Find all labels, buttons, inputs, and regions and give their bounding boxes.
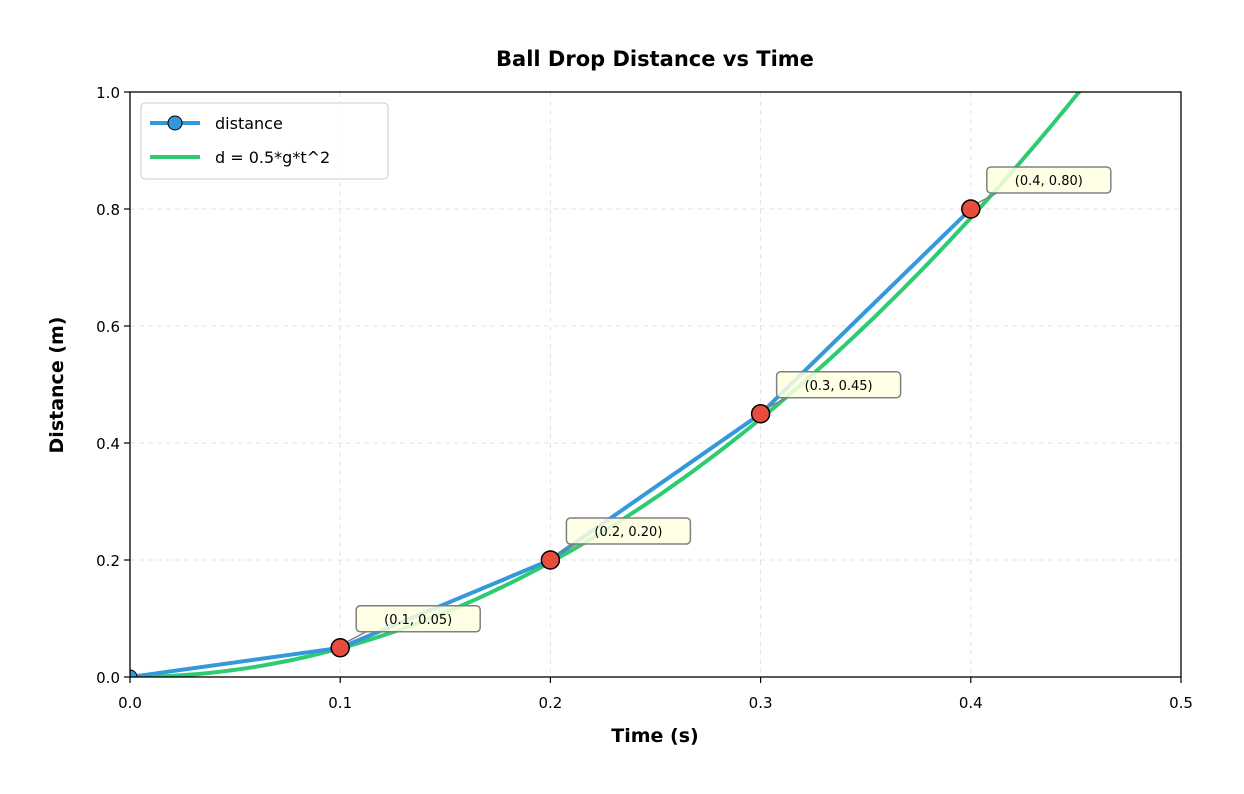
legend-distance-label: distance <box>215 114 283 133</box>
distance-point <box>130 669 138 677</box>
annotation-box <box>775 371 902 399</box>
annotation-arrow <box>765 397 787 410</box>
x-axis: 0.0 0.1 0.2 0.3 0.4 0.5 <box>118 677 1193 712</box>
y-tick-label: 0.0 <box>96 669 120 687</box>
annotation-arrow <box>975 192 998 205</box>
x-tick-label: 0.4 <box>959 694 983 712</box>
chart-title: Ball Drop Distance vs Time <box>496 47 814 71</box>
highlight-point <box>961 199 981 219</box>
y-axis-label: Distance (m) <box>46 317 68 454</box>
annotation: (0.1, 0.05) <box>330 605 481 658</box>
annotation-arrow <box>344 631 367 644</box>
annotation: (0.4, 0.80) <box>961 166 1112 219</box>
annotation-label: (0.4, 0.80) <box>1015 174 1083 189</box>
y-tick-label: 1.0 <box>96 84 120 102</box>
annotation-box <box>355 605 481 633</box>
highlight-point <box>330 638 350 658</box>
annotation-arrow <box>555 543 577 556</box>
annotation-box <box>565 517 692 545</box>
annotation: (0.3, 0.45) <box>750 371 902 424</box>
y-tick-label: 0.4 <box>96 435 120 453</box>
x-tick-label: 0.0 <box>118 694 142 712</box>
x-tick-label: 0.5 <box>1169 694 1193 712</box>
legend-box <box>140 102 389 180</box>
y-tick-label: 0.6 <box>96 318 120 336</box>
x-axis-label: Time (s) <box>611 725 698 747</box>
y-axis: 0.0 0.2 0.4 0.6 0.8 1.0 <box>96 84 130 687</box>
legend-formula-label: d = 0.5*g*t^2 <box>215 148 330 167</box>
annotation-label: (0.2, 0.20) <box>594 525 662 540</box>
y-tick-label: 0.2 <box>96 552 120 570</box>
annotation-label: (0.1, 0.05) <box>384 613 452 628</box>
y-tick-label: 0.8 <box>96 201 120 219</box>
grid <box>130 92 1181 677</box>
x-tick-label: 0.2 <box>538 694 562 712</box>
x-tick-label: 0.3 <box>749 694 773 712</box>
highlight-point <box>750 404 771 424</box>
annotation-box <box>986 166 1112 194</box>
x-tick-label: 0.1 <box>328 694 352 712</box>
annotation-layer: (0.1, 0.05) (0.2, 0.20) (0.3, 0.45) (0.4, 0… <box>330 166 1112 658</box>
annotation: (0.2, 0.20) <box>540 517 692 570</box>
legend-distance-marker <box>167 115 183 131</box>
plot-frame <box>129 91 1182 678</box>
highlight-point <box>540 550 561 570</box>
annotation-label: (0.3, 0.45) <box>805 379 873 394</box>
legend: distance d = 0.5*g*t^2 <box>140 102 389 180</box>
